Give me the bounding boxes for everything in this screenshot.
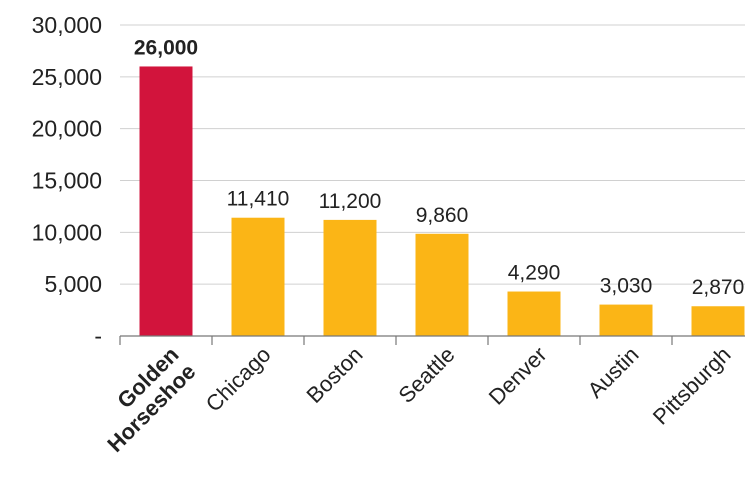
x-axis: [119, 335, 745, 345]
bars: [139, 66, 745, 336]
y-tick-label: 30,000: [32, 12, 102, 38]
x-axis-label: Pittsburgh: [648, 342, 736, 430]
x-axis-label: Austin: [583, 342, 644, 403]
bar-boston: [323, 219, 377, 336]
data-labels: 26,000 11,410 11,200 9,860 4,290 3,030 2,870: [134, 36, 744, 299]
bar-golden-horseshoe: [139, 66, 193, 336]
x-axis-label-line: Chicago: [201, 342, 276, 417]
x-axis-label: Denver: [484, 342, 552, 410]
x-axis-label-line: Seattle: [393, 342, 459, 408]
data-label: 11,200: [319, 190, 382, 213]
x-axis-label: Chicago: [201, 342, 276, 417]
x-axis-label-line: Pittsburgh: [648, 342, 736, 430]
y-tick-label: -: [94, 323, 102, 349]
y-tick-label: 25,000: [32, 64, 102, 90]
gridlines: [120, 24, 745, 285]
x-axis-label-line: Boston: [301, 342, 367, 408]
x-axis-label: Boston: [301, 342, 367, 408]
y-tick-label: 15,000: [32, 168, 102, 194]
y-tick-label: 20,000: [32, 116, 102, 142]
x-axis-label: GoldenHorseshoe: [85, 342, 200, 457]
y-tick-label: 5,000: [44, 271, 102, 297]
data-label: 26,000: [134, 36, 198, 59]
bar-denver: [507, 291, 561, 336]
data-label: 3,030: [600, 275, 653, 298]
x-axis-label: Seattle: [393, 342, 459, 408]
x-axis-label-line: Austin: [583, 342, 644, 403]
y-tick-label: 10,000: [32, 219, 102, 245]
data-label: 2,870: [692, 276, 745, 299]
x-axis-label-line: Denver: [484, 342, 552, 410]
bar-seattle: [415, 233, 469, 336]
bar-pittsburgh: [691, 306, 745, 336]
bar-chicago: [231, 217, 285, 336]
data-label: 11,410: [227, 188, 290, 211]
bar-austin: [599, 304, 653, 336]
data-label: 9,860: [416, 204, 469, 227]
data-label: 4,290: [508, 262, 561, 285]
x-axis-labels: GoldenHorseshoe Chicago Boston Seattle Denve…: [85, 342, 736, 457]
y-axis-ticks: - 5,000 10,000 15,000 20,000 25,000 30,000: [32, 12, 102, 349]
